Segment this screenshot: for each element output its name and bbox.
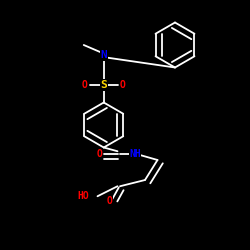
Text: NH: NH [129,149,141,159]
Text: O: O [107,196,113,206]
Text: HO: HO [77,191,89,201]
Text: N: N [100,50,107,60]
Text: O: O [97,149,103,159]
Text: S: S [100,80,107,90]
Text: O: O [82,80,88,90]
Text: O: O [120,80,126,90]
